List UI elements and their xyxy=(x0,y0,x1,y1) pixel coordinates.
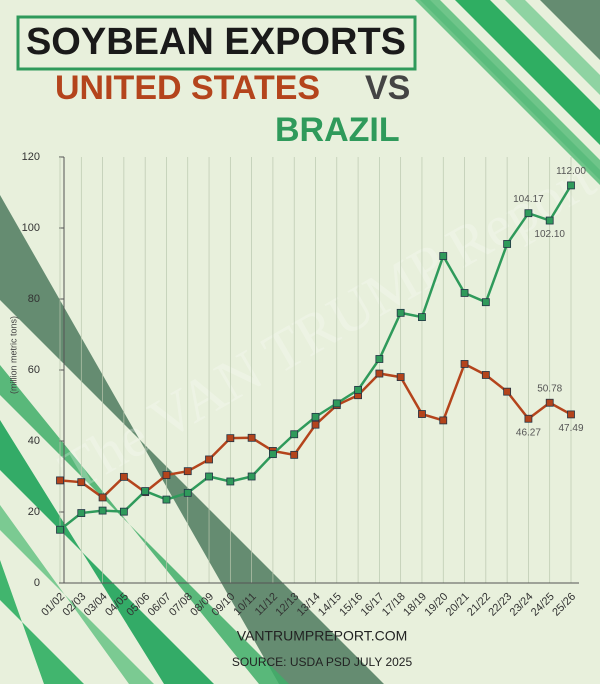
y-tick-label: 20 xyxy=(28,506,40,518)
y-tick-label: 80 xyxy=(28,293,40,305)
marker xyxy=(545,216,554,225)
marker xyxy=(418,313,426,322)
marker xyxy=(247,433,256,442)
marker xyxy=(375,369,384,378)
marker xyxy=(141,487,150,495)
marker xyxy=(247,472,256,481)
chart-title: SOYBEAN EXPORTS xyxy=(26,21,406,63)
marker xyxy=(481,371,490,379)
marker xyxy=(311,420,320,429)
marker xyxy=(375,355,384,363)
marker xyxy=(77,509,86,517)
marker xyxy=(162,471,171,479)
stripe xyxy=(420,0,600,180)
marker xyxy=(503,387,512,396)
value-label: 50.78 xyxy=(537,383,562,394)
y-tick-label: 0 xyxy=(34,577,40,589)
marker xyxy=(77,478,86,487)
stripe xyxy=(540,0,600,60)
marker xyxy=(524,209,533,218)
marker xyxy=(545,398,554,407)
y-tick-label: 40 xyxy=(28,435,40,447)
marker xyxy=(98,506,107,515)
marker xyxy=(205,455,213,464)
marker xyxy=(354,385,362,394)
subtitle-vs: VS xyxy=(365,69,410,107)
stripe xyxy=(505,0,600,95)
source: SOURCE: USDA PSD JULY 2025 xyxy=(232,655,413,669)
marker xyxy=(439,252,448,260)
subtitle-us: UNITED STATES xyxy=(55,69,320,107)
marker xyxy=(524,414,533,423)
marker xyxy=(162,495,171,504)
marker xyxy=(269,450,277,459)
marker xyxy=(567,181,575,190)
marker xyxy=(290,430,299,439)
marker xyxy=(183,488,192,497)
marker xyxy=(119,507,128,516)
marker xyxy=(226,477,235,486)
marker xyxy=(332,399,341,408)
value-label: 104.17 xyxy=(513,194,544,205)
marker xyxy=(119,472,128,481)
stripe xyxy=(415,0,600,185)
marker xyxy=(311,412,320,421)
marker xyxy=(56,476,64,485)
stripe xyxy=(0,560,84,684)
y-tick-label: 120 xyxy=(22,151,40,163)
y-tick-label: 60 xyxy=(28,364,40,376)
value-label: 46.27 xyxy=(516,427,541,438)
marker xyxy=(460,360,469,368)
marker xyxy=(56,525,64,534)
marker xyxy=(418,410,426,418)
marker xyxy=(439,416,448,425)
website: VANTRUMPREPORT.COM xyxy=(237,628,408,644)
marker xyxy=(481,298,490,307)
marker xyxy=(290,450,299,459)
marker xyxy=(98,493,107,502)
value-label: 102.10 xyxy=(534,229,565,240)
marker xyxy=(396,308,405,317)
subtitle-brazil: BRAZIL xyxy=(275,111,400,149)
marker xyxy=(567,410,575,419)
marker xyxy=(460,289,469,297)
value-label: 47.49 xyxy=(558,423,583,434)
marker xyxy=(226,434,235,443)
y-axis-label: (million metric tons) xyxy=(8,316,18,394)
marker xyxy=(183,467,192,476)
y-tick-label: 100 xyxy=(22,222,40,234)
title-box xyxy=(16,15,417,71)
marker xyxy=(396,373,405,382)
value-label: 112.00 xyxy=(556,166,586,177)
marker xyxy=(205,472,213,481)
marker xyxy=(503,240,512,248)
stripe xyxy=(455,0,600,145)
